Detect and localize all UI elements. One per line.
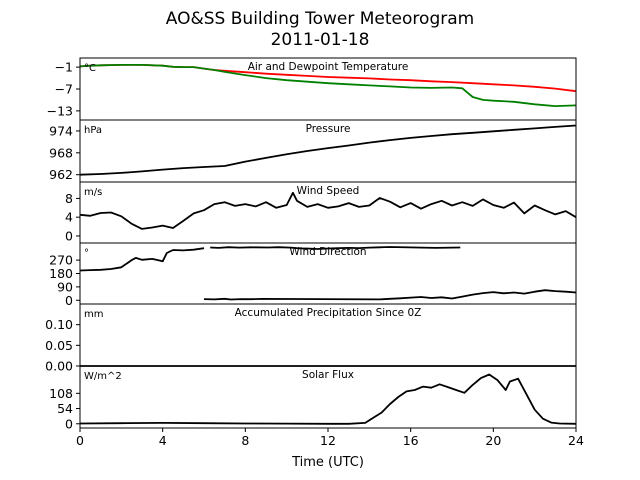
panel-2-ytick-label-3: 974 (49, 123, 73, 138)
panel-6-ytick-label-2: 54 (57, 401, 73, 416)
x-axis-label: Time (UTC) (291, 455, 364, 470)
panel-6-unit: W/m^2 (84, 371, 122, 382)
panel-5-ytick-label-1: 0.00 (45, 359, 73, 374)
xtick-label-1: 0 (76, 433, 84, 448)
panel-5: 0.00 0.05 0.10 mm Accumulated Precipitation … (45, 303, 577, 374)
panel-4-ytick-label-4: 270 (49, 253, 73, 268)
chart-title: AO&SS Building Tower Meteorogram (166, 9, 474, 29)
panel-3-ytick-label-3: 8 (65, 191, 73, 206)
xtick-label-3: 8 (241, 433, 249, 448)
panel-3-series-1 (79, 191, 577, 230)
panel-6-series-1 (79, 373, 577, 425)
panel-4-unit: ° (84, 248, 89, 259)
panel-1: −1 −7 −13 °C Air and Dewpoint Temperature (47, 57, 577, 121)
xtick-label-2: 4 (159, 433, 167, 448)
panel-4-ytick-label-3: 180 (49, 266, 73, 281)
x-axis: 0 4 8 12 16 20 24 (76, 428, 584, 448)
panel-1-ytick-label-3: −13 (47, 103, 73, 118)
panel-2-ytick-label-1: 962 (49, 167, 73, 182)
panel-1-ytick-label-2: −7 (55, 82, 73, 97)
panel-1-ytick-label-1: −1 (55, 60, 73, 75)
panel-5-unit: mm (84, 309, 103, 320)
panel-3-ytick-label-2: 4 (65, 210, 73, 225)
panel-2-unit: hPa (84, 125, 102, 136)
panel-6-ytick-label-1: 0 (65, 416, 73, 431)
xtick-label-6: 20 (485, 433, 501, 448)
panel-2-series-1 (79, 124, 577, 176)
panel-4-title: Wind Direction (289, 246, 366, 258)
panel-3: 0 4 8 m/s Wind Speed (65, 181, 577, 244)
panel-6-ytick-label-3: 108 (49, 386, 73, 401)
panel-1-series-2 (79, 64, 577, 107)
panel-6-title: Solar Flux (302, 369, 354, 381)
chart-subtitle: 2011-01-18 (271, 30, 370, 50)
panel-3-unit: m/s (84, 187, 102, 198)
panel-4-series-1 (79, 247, 205, 272)
panel-5-title: Accumulated Precipitation Since 0Z (235, 307, 422, 319)
xtick-label-4: 12 (320, 433, 336, 448)
panel-5-ytick-label-2: 0.05 (45, 338, 73, 353)
panel-5-ytick-label-3: 0.10 (45, 317, 73, 332)
panel-1-unit: °C (84, 63, 96, 74)
panel-2-ytick-label-2: 968 (49, 145, 73, 160)
panel-4-ytick-label-1: 0 (65, 293, 73, 308)
panel-3-ytick-label-1: 0 (65, 228, 73, 243)
panel-3-title: Wind Speed (297, 185, 360, 197)
panel-4-series-2 (210, 246, 461, 250)
xtick-label-5: 16 (403, 433, 419, 448)
panel-2: 962 968 974 hPa Pressure (49, 119, 577, 183)
panel-4-series-3 (203, 289, 577, 301)
xtick-label-7: 24 (568, 433, 584, 448)
panel-2-title: Pressure (306, 123, 351, 135)
panel-1-title: Air and Dewpoint Temperature (248, 61, 409, 73)
panel-4-ytick-label-2: 90 (57, 279, 73, 294)
chart-panels: −1 −7 −13 °C Air and Dewpoint Temperature 962… (45, 57, 577, 431)
